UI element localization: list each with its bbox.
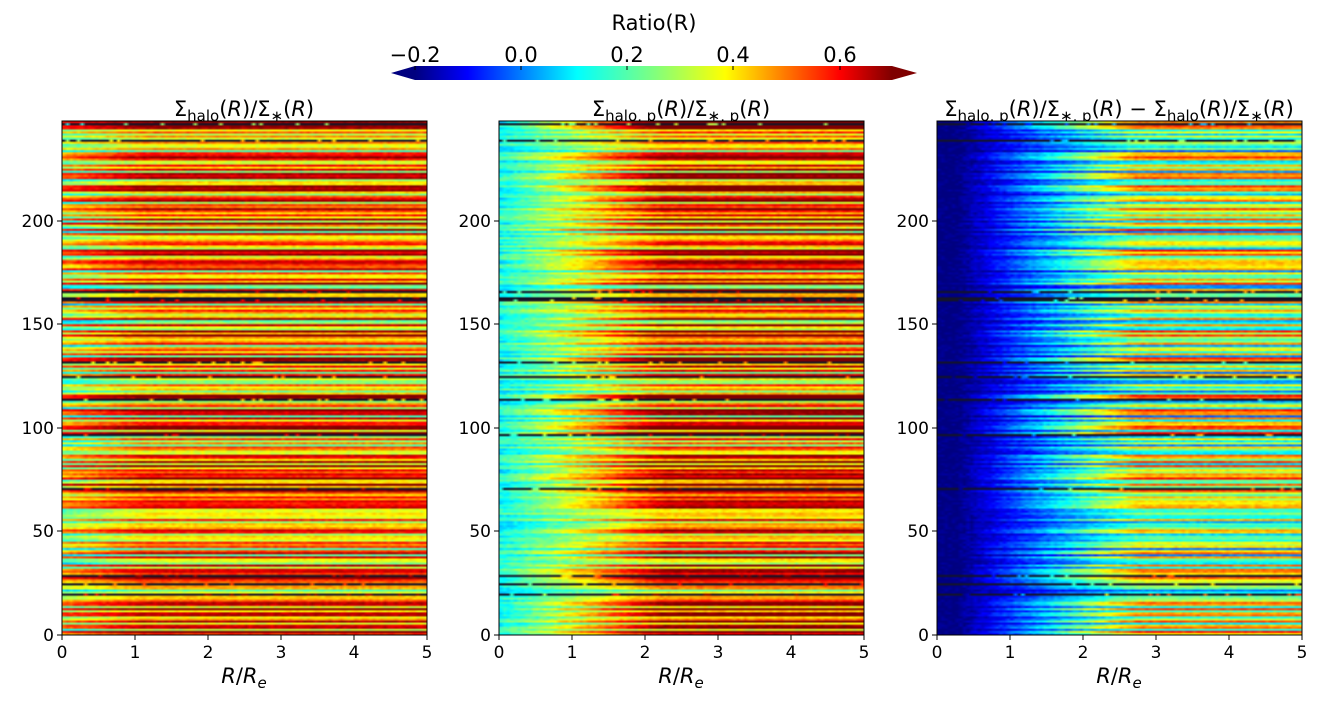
tick-label: 1	[1005, 643, 1016, 663]
tick-label: 0	[918, 626, 929, 646]
colorbar-extend-high	[892, 66, 917, 80]
tick-label: 2	[640, 643, 651, 663]
tick-label: 0	[480, 626, 491, 646]
panel-1: Σhalo(R)/Σ∗(R) 0 1 2 3 4 5 0 50 100 150 …	[22, 97, 433, 692]
tick-label: 50	[469, 522, 491, 542]
tick-label: 100	[459, 419, 491, 439]
colorbar-tick-label: 0.4	[716, 43, 749, 67]
tick-label: 0	[57, 643, 68, 663]
panel-3: Σhalo, p(R)/Σ∗, p(R) − Σhalo(R)/Σ∗(R) 0 …	[897, 97, 1308, 692]
colorbar-tick-label: 0.2	[610, 43, 643, 67]
tick-label: 2	[203, 643, 214, 663]
tick-label: 4	[786, 643, 797, 663]
tick-label: 3	[276, 643, 287, 663]
panel-1-yticks	[57, 220, 62, 636]
colorbar-tick-label: 0.6	[823, 43, 856, 67]
panel-3-frame	[936, 120, 1303, 636]
tick-label: 5	[1297, 643, 1308, 663]
colorbar-gradient	[415, 66, 892, 80]
panel-2-xticks	[498, 635, 865, 640]
tick-label: 200	[897, 212, 929, 232]
panel-1-frame	[61, 120, 428, 636]
tick-label: 50	[907, 522, 929, 542]
panel-2-yticks	[494, 220, 499, 636]
tick-label: 200	[22, 212, 54, 232]
panel-2-heatmap	[499, 121, 864, 635]
tick-label: 200	[459, 212, 491, 232]
x-axis-label: R/Re	[1096, 664, 1142, 692]
tick-label: 0	[494, 643, 505, 663]
tick-label: 4	[1224, 643, 1235, 663]
colorbar-tick-label: 0.0	[504, 43, 537, 67]
colorbar-extend-low	[391, 66, 415, 80]
panel-2-frame	[498, 120, 865, 636]
tick-label: 150	[897, 315, 929, 335]
panel-3-yticks	[932, 220, 937, 636]
panel-3-xticks	[936, 635, 1303, 640]
tick-label: 150	[459, 315, 491, 335]
tick-label: 2	[1078, 643, 1089, 663]
panel-2-title: Σhalo, p(R)/Σ∗, p(R)	[592, 97, 770, 125]
colorbar: Ratio(R) −0.2 0.0 0.2 0.4 0.6	[390, 11, 917, 80]
tick-label: 1	[567, 643, 578, 663]
tick-label: 100	[22, 419, 54, 439]
colorbar-ticks	[414, 66, 841, 70]
colorbar-tick-label: −0.2	[390, 43, 441, 67]
panel-3-heatmap	[937, 121, 1302, 635]
tick-label: 150	[22, 315, 54, 335]
tick-label: 0	[43, 626, 54, 646]
x-axis-label: R/Re	[658, 664, 704, 692]
colorbar-label: Ratio(R)	[612, 11, 697, 35]
tick-label: 5	[422, 643, 433, 663]
tick-label: 1	[130, 643, 141, 663]
panel-1-xticks	[61, 635, 428, 640]
tick-label: 4	[349, 643, 360, 663]
tick-label: 50	[32, 522, 54, 542]
panel-2: Σhalo, p(R)/Σ∗, p(R) 0 1 2 3 4 5 0 50 10…	[459, 97, 870, 692]
tick-label: 3	[1151, 643, 1162, 663]
tick-label: 0	[932, 643, 943, 663]
tick-label: 5	[859, 643, 870, 663]
panel-1-heatmap	[62, 121, 427, 635]
tick-label: 100	[897, 419, 929, 439]
tick-label: 3	[713, 643, 724, 663]
x-axis-label: R/Re	[221, 664, 267, 692]
